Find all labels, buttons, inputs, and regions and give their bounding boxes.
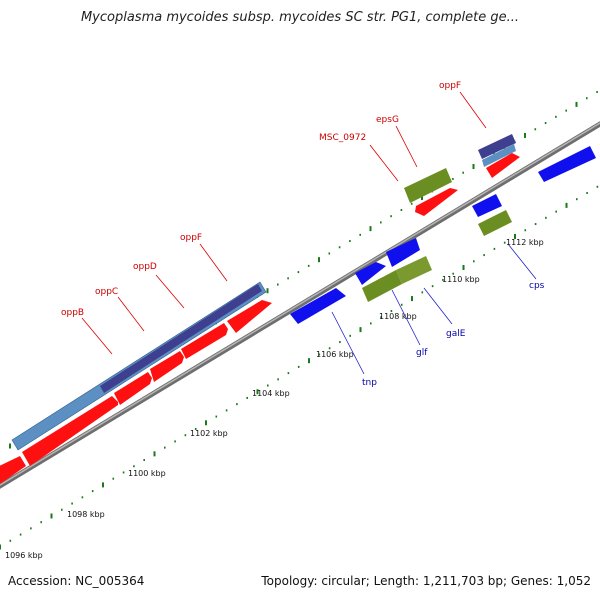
- gene-label[interactable]: oppF: [439, 81, 461, 91]
- gene-label[interactable]: oppC: [95, 287, 118, 297]
- gene-arrow[interactable]: [227, 300, 272, 333]
- tick-label: 1098 kbp: [67, 510, 105, 519]
- rna-block[interactable]: [478, 210, 512, 236]
- map-title: Mycoplasma mycoides subsp. mycoides SC s…: [80, 10, 520, 25]
- tick-labels: 1096 kbp 1098 kbp 1100 kbp 1102 kbp 1104…: [5, 238, 544, 560]
- gene-arrow[interactable]: [290, 288, 346, 324]
- rna-block[interactable]: [396, 256, 432, 284]
- tick-label: 1096 kbp: [5, 551, 43, 560]
- gene-label[interactable]: oppD: [133, 262, 157, 272]
- gene-arrow[interactable]: [355, 262, 386, 285]
- rna-genes[interactable]: [362, 168, 512, 302]
- gene-arrow[interactable]: [150, 351, 184, 382]
- tick-label: 1106 kbp: [316, 350, 354, 359]
- gene-arrow[interactable]: [415, 188, 458, 216]
- genome-backbone: [0, 121, 600, 489]
- gene-label[interactable]: cps: [529, 281, 545, 291]
- genome-summary: Topology: circular; Length: 1,211,703 bp…: [261, 574, 591, 588]
- forward-leaders: [81, 91, 487, 355]
- gene-arrow[interactable]: [386, 238, 420, 267]
- gene-label[interactable]: MSC_0972: [319, 133, 366, 143]
- gene-arrow[interactable]: [0, 456, 26, 484]
- tick-label: 1108 kbp: [379, 312, 417, 321]
- tick-label: 1112 kbp: [506, 238, 544, 247]
- gene-label[interactable]: glf: [416, 348, 428, 358]
- gene-label[interactable]: oppB: [61, 308, 84, 318]
- gene-label[interactable]: tnp: [362, 378, 377, 388]
- forward-gene-labels: oppB oppC oppD oppF MSC_0972 epsG oppF: [61, 81, 461, 318]
- rna-block[interactable]: [404, 168, 452, 203]
- forward-genes[interactable]: [0, 153, 520, 484]
- tick-label: 1104 kbp: [252, 389, 290, 398]
- gene-label[interactable]: epsG: [376, 115, 399, 125]
- operon-bars: [11, 134, 516, 451]
- gene-label[interactable]: galE: [446, 329, 466, 339]
- tick-label: 1110 kbp: [442, 275, 480, 284]
- reverse-genes[interactable]: [290, 146, 596, 324]
- reverse-leaders: [331, 243, 537, 375]
- gene-arrow[interactable]: [472, 194, 502, 217]
- tick-label: 1100 kbp: [128, 469, 166, 478]
- accession-text: Accession: NC_005364: [8, 574, 145, 588]
- reverse-gene-labels: tnp glf galE cps: [362, 281, 545, 388]
- gene-label[interactable]: oppF: [180, 233, 202, 243]
- gene-arrow[interactable]: [181, 323, 228, 359]
- gene-arrow[interactable]: [114, 372, 152, 405]
- gene-arrow[interactable]: [486, 153, 520, 178]
- gene-arrow[interactable]: [538, 146, 596, 182]
- rna-block[interactable]: [362, 270, 402, 302]
- gene-arrow[interactable]: [22, 396, 118, 466]
- lower-tick-row: [0, 185, 599, 550]
- tick-label: 1102 kbp: [190, 429, 228, 438]
